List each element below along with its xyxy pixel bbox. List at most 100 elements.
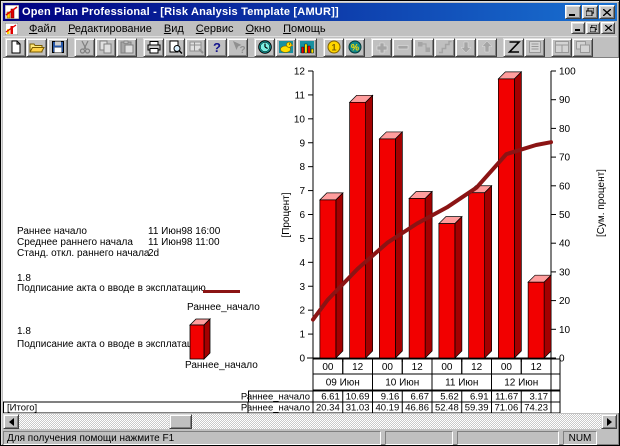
table-value-cell: 6.91 — [470, 392, 489, 403]
right-axis-tick-label: 40 — [559, 239, 571, 250]
chart-cumulative-line — [311, 140, 553, 322]
horizontal-scrollbar[interactable] — [3, 414, 617, 429]
copy-button[interactable] — [95, 37, 116, 57]
table-chart-button[interactable] — [185, 37, 206, 57]
coin-button[interactable]: 1 — [323, 37, 344, 57]
table-value-cell: 20.34 — [316, 403, 340, 414]
toolbar-group — [371, 37, 497, 57]
menu-item-сервис[interactable]: Сервис — [195, 23, 234, 35]
right-axis-tick-label: 90 — [559, 95, 571, 106]
x-axis-date-label: 10 Июн — [385, 378, 419, 389]
save-button[interactable] — [47, 37, 68, 57]
clock-button[interactable] — [254, 37, 275, 57]
help-button[interactable]: ? — [206, 37, 227, 57]
svg-text:%: % — [350, 43, 358, 53]
window-title: Open Plan Professional - [Risk Analysis … — [22, 6, 339, 18]
x-axis-hour-label: 12 — [412, 362, 424, 373]
info-row: Станд. откл. раннего начала 2d — [17, 248, 277, 259]
table-series-label: Раннее_начало — [241, 392, 310, 403]
duck-button[interactable] — [275, 37, 296, 57]
info-label: Станд. откл. раннего начала — [17, 248, 150, 259]
x-axis-hour-label: 00 — [501, 362, 513, 373]
context-help-button[interactable]: ? — [227, 37, 248, 57]
print-button[interactable] — [143, 37, 164, 57]
lined-page-button[interactable] — [524, 37, 545, 57]
menu-item-помощь[interactable]: Помощь — [283, 23, 326, 35]
clock-icon — [257, 40, 272, 54]
mdi-minimize-button[interactable] — [571, 22, 585, 34]
paste-clipboard-button[interactable] — [116, 37, 137, 57]
menu-item-вид[interactable]: Вид — [163, 23, 184, 35]
cut-scissors-button[interactable] — [74, 37, 95, 57]
toolbar-group — [5, 37, 68, 57]
legend-line-swatch — [203, 290, 240, 293]
link-nodes-button[interactable] — [413, 37, 434, 57]
scroll-right-button[interactable] — [601, 414, 617, 429]
table-value-cell: 71.06 — [494, 403, 518, 414]
arrow-down-button[interactable] — [455, 37, 476, 57]
toolbar-group: ?? — [143, 37, 248, 57]
histogram-icon — [299, 41, 314, 54]
left-axis-tick-label: 2 — [299, 306, 305, 317]
new-document-button[interactable] — [5, 37, 26, 57]
scroll-left-button[interactable] — [3, 414, 19, 429]
right-axis-tick-label: 20 — [559, 296, 571, 307]
close-button[interactable] — [599, 5, 615, 19]
open-folder-button[interactable] — [26, 37, 47, 57]
cascade-window-button[interactable] — [572, 37, 593, 57]
table-total-label: [Итого] — [7, 403, 37, 414]
chart-bar-side — [484, 184, 492, 359]
chart-bar-side — [365, 94, 373, 359]
print-preview-icon — [169, 40, 183, 54]
document-chart-icon — [4, 22, 19, 36]
zigzag-button[interactable] — [503, 37, 524, 57]
legend-line-probability: 1.8 — [17, 273, 31, 284]
menu-item-редактирование[interactable]: Редактирование — [68, 23, 152, 35]
plus-button[interactable] — [371, 37, 392, 57]
split-window-icon — [554, 41, 569, 53]
chart-bar — [349, 101, 366, 359]
left-axis-tick-label: 12 — [294, 67, 306, 78]
table-value-cell: 52.48 — [435, 403, 459, 414]
x-axis-date-label: 09 Июн — [326, 378, 360, 389]
window-controls — [565, 5, 615, 19]
svg-text:?: ? — [239, 45, 245, 54]
right-axis-tick-label: 0 — [559, 354, 565, 365]
percent-coin-button[interactable]: % — [344, 37, 365, 57]
chart-bar — [319, 199, 337, 359]
x-axis-date-label: 11 Июн — [445, 378, 478, 389]
x-axis-hour-label: 12 — [471, 362, 483, 373]
right-axis-tick-label: 10 — [559, 325, 571, 336]
steps-button[interactable] — [434, 37, 455, 57]
menu-item-файл[interactable]: Файл — [29, 23, 57, 35]
info-row: Среднее раннего начала 11 Июн98 11:00 — [17, 237, 277, 248]
new-document-icon — [11, 40, 20, 54]
chart-bar-side — [395, 131, 403, 359]
zigzag-icon — [507, 41, 521, 53]
minimize-button[interactable] — [565, 5, 581, 19]
arrow-up-button[interactable] — [476, 37, 497, 57]
right-axis-tick-label: 80 — [559, 124, 571, 135]
scrollbar-thumb[interactable] — [169, 414, 192, 429]
duck-icon — [278, 41, 294, 53]
restore-button[interactable] — [582, 5, 598, 19]
left-axis-tick-label: 5 — [299, 234, 305, 245]
status-panel-1 — [385, 431, 453, 445]
x-axis-hour-label: 00 — [322, 362, 334, 373]
minus-button[interactable] — [392, 37, 413, 57]
table-value-cell: 59.39 — [465, 403, 489, 414]
menu-item-окно[interactable]: Окно — [245, 23, 272, 35]
right-axis-tick-label: 30 — [559, 267, 571, 278]
svg-text:1: 1 — [331, 43, 336, 53]
table-series-label: Раннее_начало — [241, 403, 310, 414]
mdi-restore-button[interactable] — [586, 22, 600, 34]
legend-bar-swatch — [189, 318, 213, 363]
left-axis-tick-label: 9 — [299, 138, 305, 149]
print-preview-button[interactable] — [164, 37, 185, 57]
coin-icon: 1 — [327, 40, 340, 54]
split-window-button[interactable] — [551, 37, 572, 57]
chart-bar — [468, 192, 485, 359]
histogram-button[interactable] — [296, 37, 317, 57]
mdi-close-button[interactable] — [601, 22, 615, 34]
title-bar: Open Plan Professional - [Risk Analysis … — [3, 3, 617, 21]
